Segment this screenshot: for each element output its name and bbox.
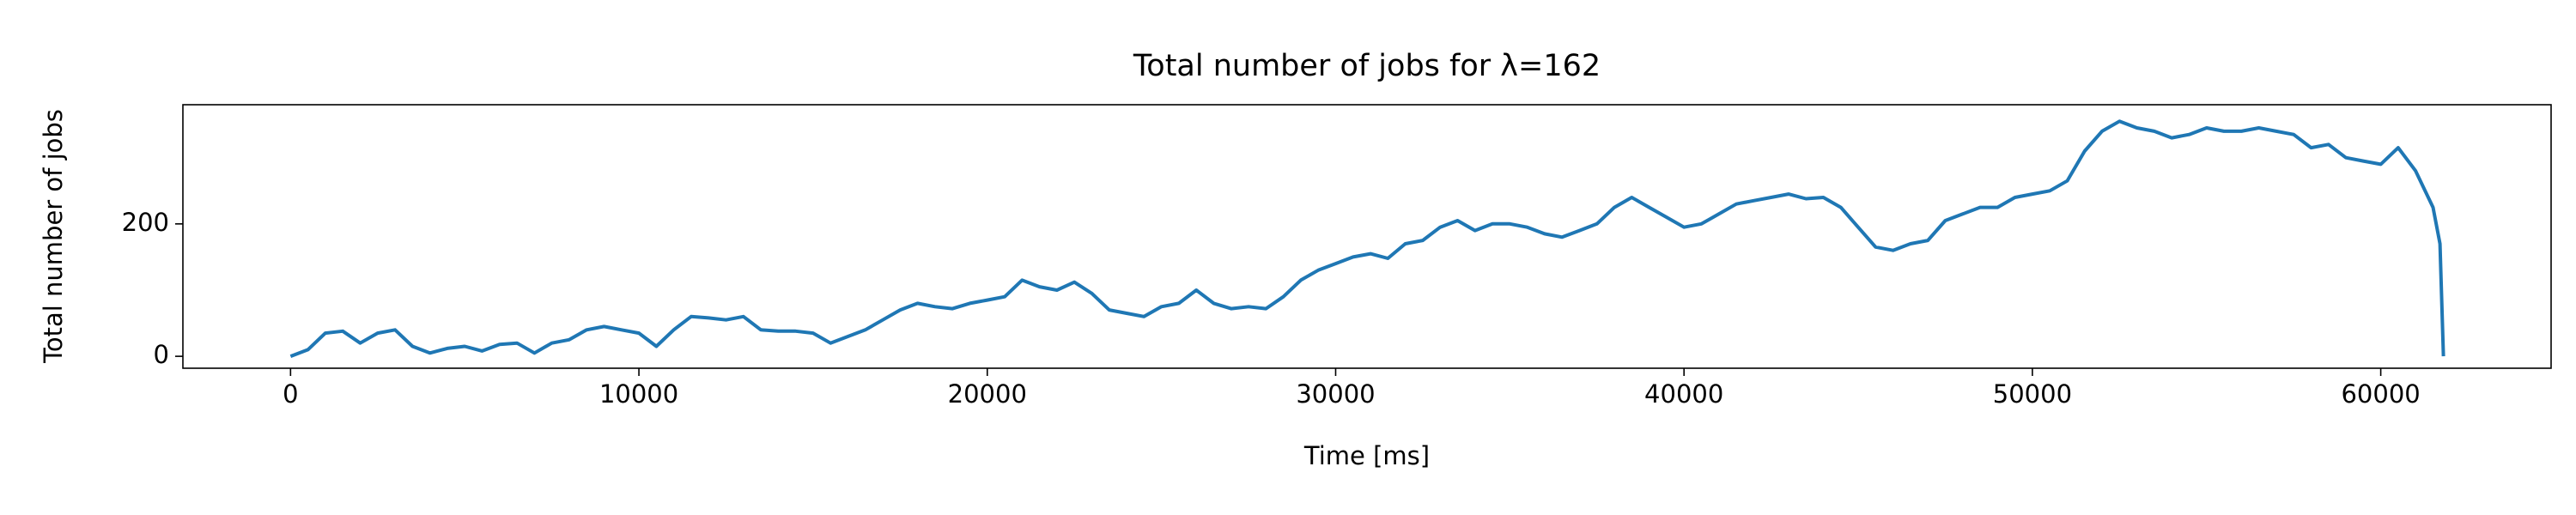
x-axis-label: Time [ms] — [1303, 441, 1430, 470]
x-tick-label: 40000 — [1644, 379, 1723, 409]
x-tick-label: 30000 — [1296, 379, 1375, 409]
y-axis-label: Total number of jobs — [39, 109, 68, 364]
x-tick-label: 10000 — [599, 379, 678, 409]
x-tick-label: 50000 — [1993, 379, 2072, 409]
chart-title: Total number of jobs for λ=162 — [1133, 49, 1601, 83]
data-line — [289, 119, 2445, 358]
y-tick-label: 0 — [154, 340, 169, 369]
x-tick-label: 0 — [283, 379, 298, 409]
y-tick-label: 200 — [122, 208, 169, 237]
x-tick-label: 20000 — [948, 379, 1027, 409]
x-tick-label: 60000 — [2341, 379, 2420, 409]
axes-frame — [182, 104, 2552, 369]
